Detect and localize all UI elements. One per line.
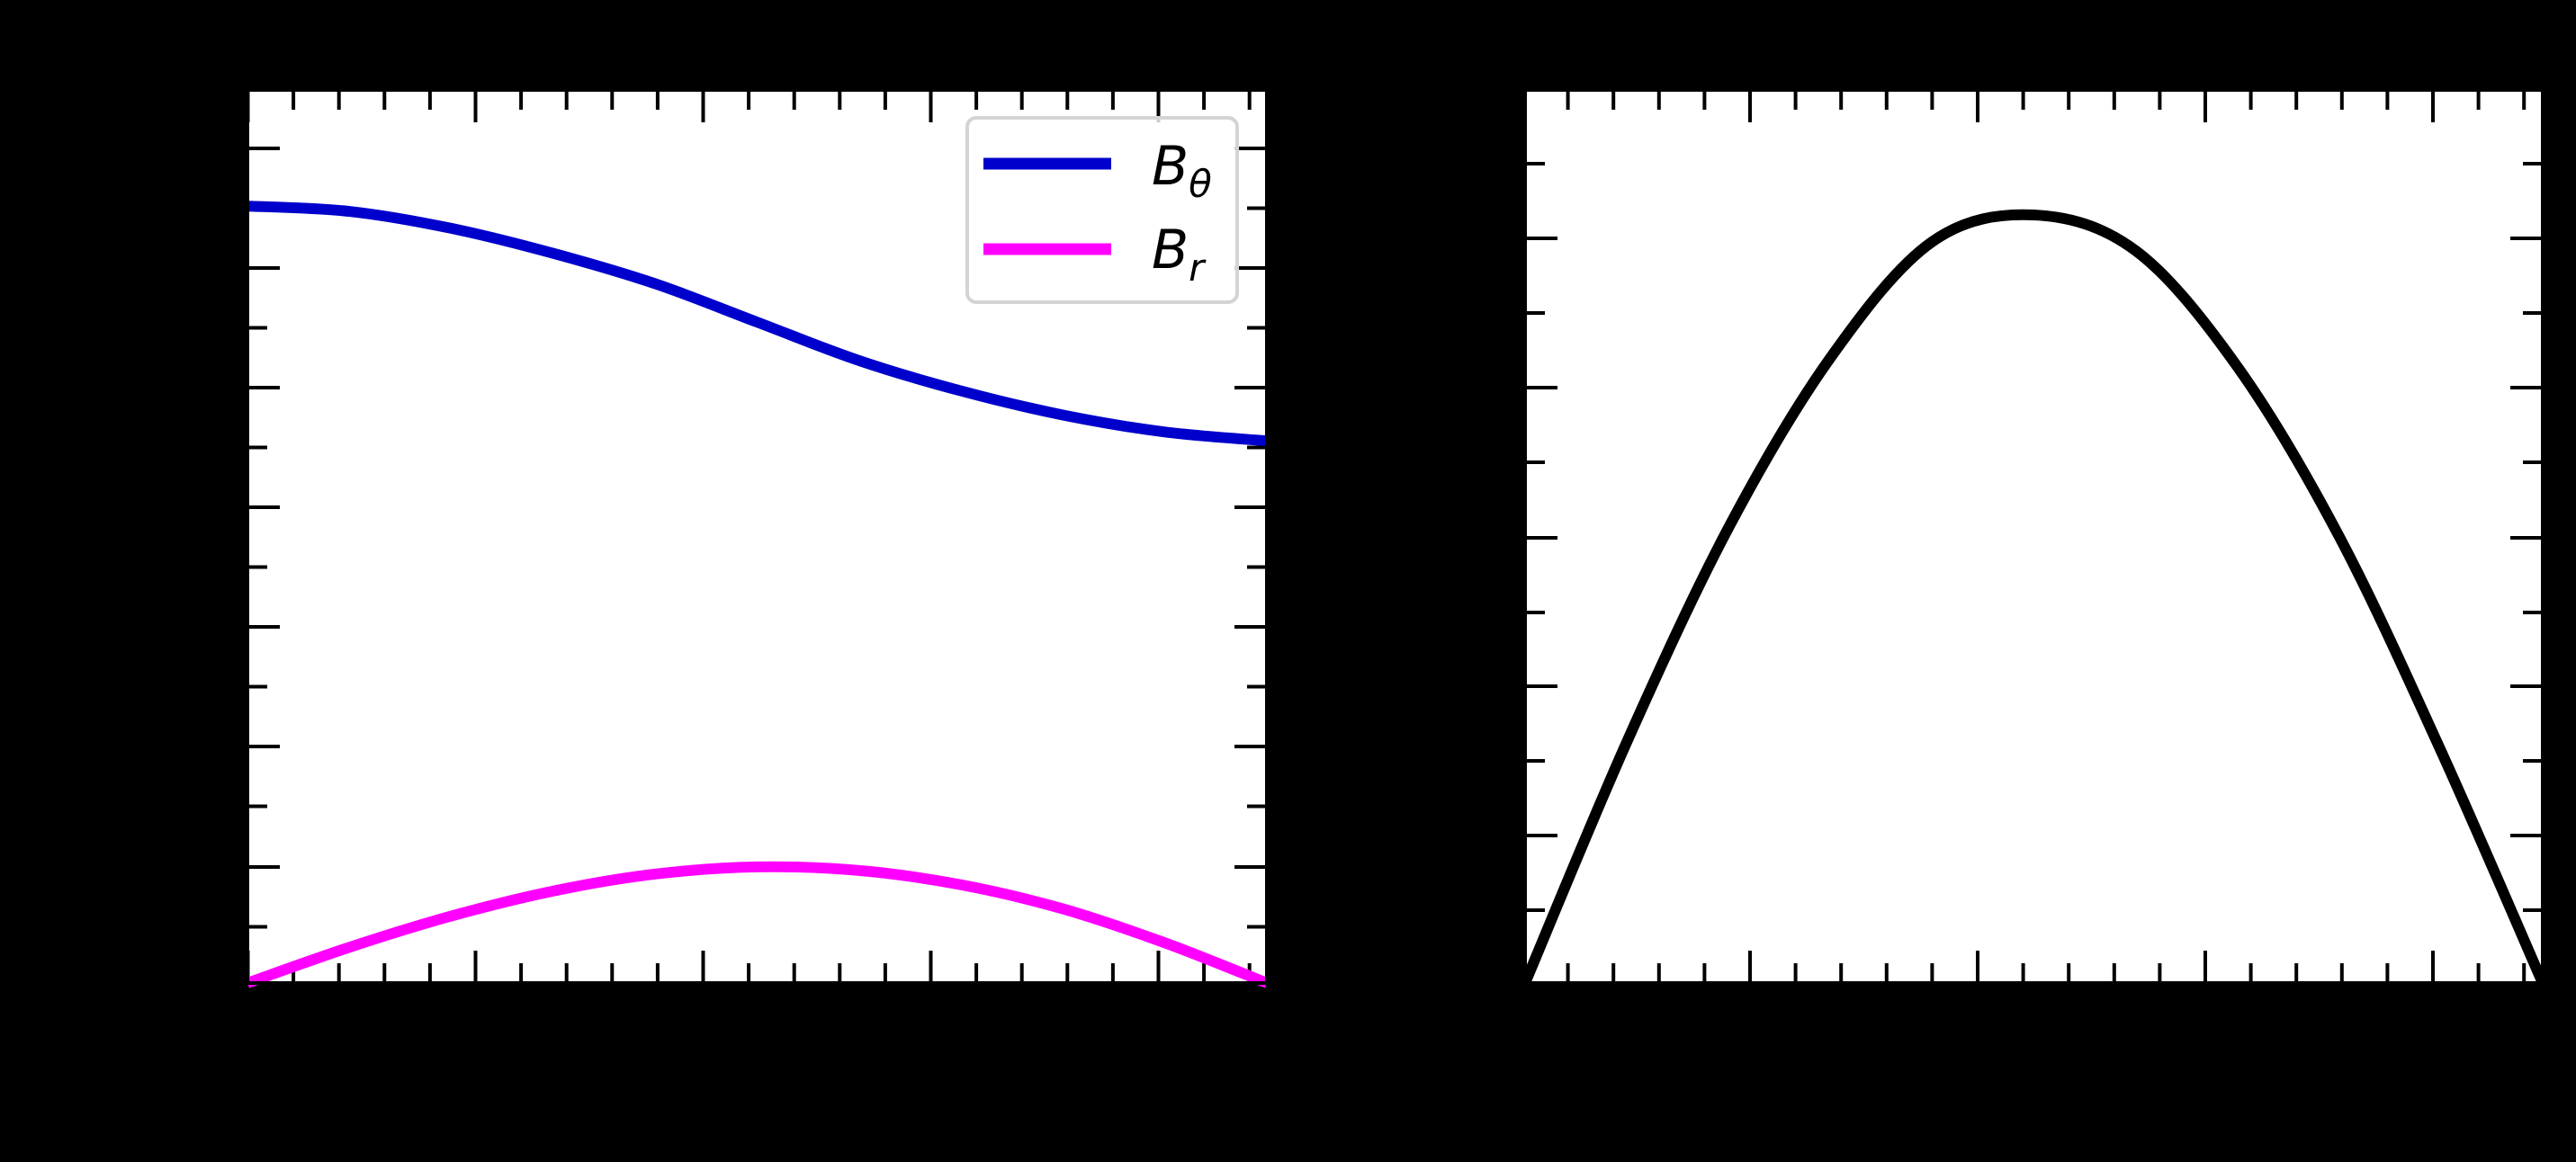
right-plot-area	[1525, 90, 2543, 983]
legend: Bθ Br	[965, 116, 1239, 304]
arch-curve-line	[1520, 209, 2548, 986]
left-panel: Bθ Br	[246, 88, 1270, 988]
b-r-line	[246, 861, 1270, 988]
right-axis-ticks	[1521, 90, 2543, 983]
right-axes-frame	[1523, 88, 2545, 985]
legend-label-b-r: Br	[1152, 219, 1207, 290]
left-axes-frame	[246, 88, 1269, 985]
legend-label-b-theta: Bθ	[1152, 135, 1212, 206]
b-theta-line	[247, 201, 1268, 447]
right-panel	[1520, 88, 2548, 986]
